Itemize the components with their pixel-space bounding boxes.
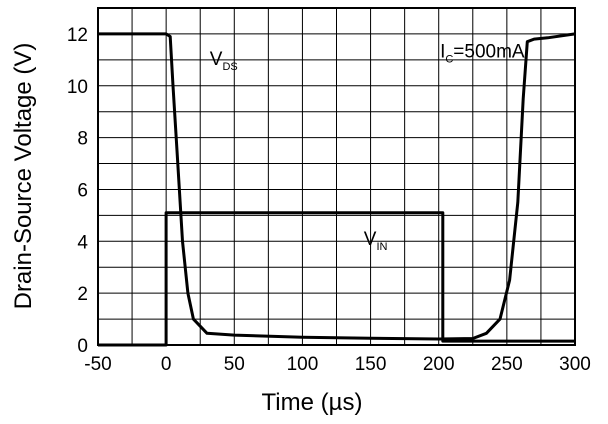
x-tick-label: 250: [491, 354, 523, 375]
y-tick-label: 12: [67, 25, 88, 46]
y-tick-label: 4: [77, 232, 88, 253]
x-tick-label: 50: [224, 354, 245, 375]
annotation-vds: VDS: [210, 49, 238, 73]
series-line-vin: [98, 211, 575, 347]
x-tick-label: 150: [355, 354, 387, 375]
y-tick-labels: 0 2 4 6 8 10 12: [67, 25, 89, 357]
x-tick-label: -50: [84, 354, 111, 375]
x-tick-label: 100: [287, 354, 319, 375]
y-axis-label: Drain-Source Voltage (V): [10, 43, 37, 310]
annotations: VDS VIN IC=500mA: [210, 41, 525, 253]
y-tick-label: 6: [77, 180, 88, 201]
annotation-vin: VIN: [364, 229, 388, 253]
x-axis-label: Time (µs): [262, 389, 363, 416]
series-line-vds: [98, 32, 576, 341]
annotation-ic-500ma: IC=500mA: [440, 41, 525, 65]
y-tick-label: 8: [77, 129, 88, 150]
grid: [98, 8, 575, 345]
x-tick-labels: -50 0 50 100 150 200 250 300: [84, 354, 591, 375]
series-group: [98, 32, 576, 347]
x-tick-label: 0: [161, 354, 172, 375]
plot-frame: [97, 7, 576, 346]
x-tick-label: 200: [423, 354, 455, 375]
x-tick-label: 300: [559, 354, 591, 375]
y-tick-label: 0: [77, 336, 88, 357]
y-tick-label: 10: [67, 77, 88, 98]
y-tick-label: 2: [77, 284, 88, 305]
